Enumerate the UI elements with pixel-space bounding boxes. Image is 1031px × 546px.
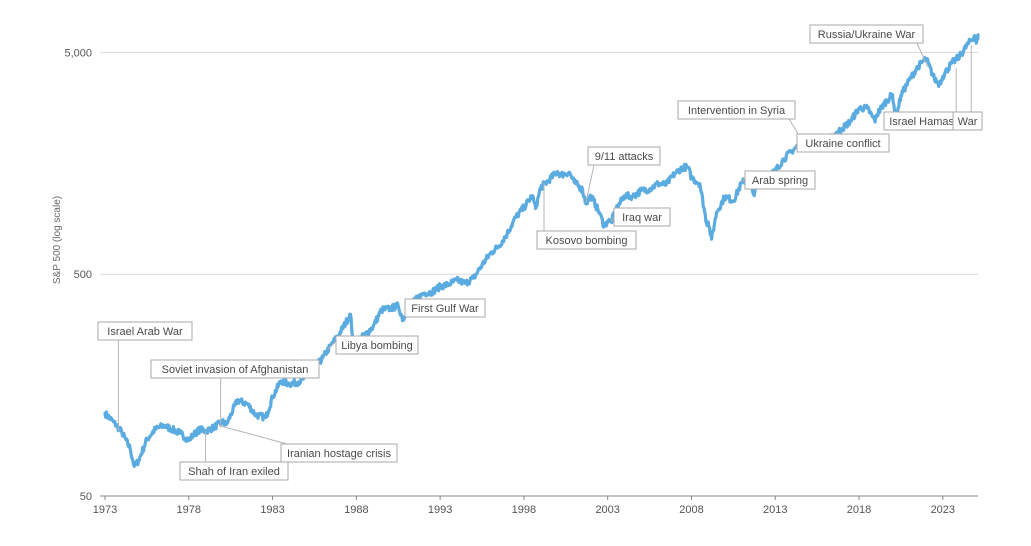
annotation-box	[280, 443, 398, 463]
x-tick-label: 2023	[931, 504, 955, 516]
annotation-box	[796, 133, 890, 153]
annotation-text: War	[958, 116, 978, 128]
annotation-label: Soviet invasion of Afghanistan	[150, 359, 320, 379]
annotation-box	[809, 24, 924, 44]
y-axis-label: S&P 500 (log scale)	[52, 196, 63, 284]
annotation-label: Ukraine conflict	[796, 133, 890, 153]
x-tick-label: 2018	[847, 504, 871, 516]
y-tick-label: 50	[80, 491, 92, 503]
annotation-label: First Gulf War	[404, 298, 486, 318]
x-tick-label: 1983	[260, 504, 284, 516]
annotation-label: Iraq war	[613, 207, 671, 227]
annotation-text: Arab spring	[752, 175, 808, 187]
annotation-box	[97, 321, 193, 341]
gridlines	[100, 51, 978, 275]
annotation-text: Ukraine conflict	[805, 138, 880, 150]
annotation-box	[744, 170, 816, 190]
annotation-box	[952, 111, 983, 131]
annotation-box	[150, 359, 320, 379]
annotation-label: Intervention in Syria	[677, 100, 796, 120]
annotation-text: Libya bombing	[341, 340, 413, 352]
annotation-box	[613, 207, 671, 227]
annotation-box	[404, 298, 486, 318]
annotation-box	[677, 100, 796, 120]
annotation-box	[536, 230, 637, 250]
annotation-label: Israel Arab War	[97, 321, 193, 341]
annotation-text: Israel Arab War	[107, 326, 183, 338]
annotation-text: Iranian hostage crisis	[287, 448, 391, 460]
annotation-label: Arab spring	[744, 170, 816, 190]
annotation-leader-line	[585, 164, 595, 203]
x-tick-label: 1973	[93, 504, 117, 516]
annotation-labels: Israel Arab War Soviet invasion of Afghan…	[97, 24, 983, 481]
x-tick-label: 1978	[177, 504, 201, 516]
annotation-text: Iraq war	[622, 212, 662, 224]
annotation-text: Intervention in Syria	[688, 105, 786, 117]
annotation-text: Russia/Ukraine War	[818, 29, 916, 41]
x-tick-label: 1993	[428, 504, 452, 516]
annotation-text: Kosovo bombing	[546, 235, 628, 247]
annotation-leader-line	[916, 42, 929, 68]
annotation-text: Soviet invasion of Afghanistan	[162, 364, 309, 376]
y-tick-label: 500	[74, 269, 92, 281]
x-tick-label: 2008	[679, 504, 703, 516]
annotation-label: Kosovo bombing	[536, 230, 637, 250]
x-tick-label: 2003	[595, 504, 619, 516]
annotation-label: War	[952, 111, 983, 131]
x-tick-label: 1988	[344, 504, 368, 516]
x-axis-ticks: 1973 1978 1983 1988 1993 1998 2003 2008 2013 2018…	[93, 496, 955, 516]
annotation-box	[587, 146, 661, 166]
annotation-label: Libya bombing	[335, 335, 419, 355]
x-tick-label: 1998	[512, 504, 536, 516]
annotation-label: Iranian hostage crisis	[280, 443, 398, 463]
annotation-label: 9/11 attacks	[587, 146, 661, 166]
annotation-label: Shah of Iran exiled	[179, 461, 289, 481]
annotation-box	[179, 461, 289, 481]
sp500-series-line	[103, 33, 980, 468]
annotation-text: 9/11 attacks	[595, 151, 654, 163]
annotation-leaders	[117, 42, 972, 462]
y-tick-label: 5,000	[64, 47, 92, 59]
x-tick-label: 2013	[763, 504, 787, 516]
annotation-label: Russia/Ukraine War	[809, 24, 924, 44]
y-axis-ticks: 50 500 5,000	[64, 47, 92, 503]
annotation-box	[335, 335, 419, 355]
series-layer	[103, 33, 980, 468]
annotation-text: First Gulf War	[411, 303, 479, 315]
annotation-leader-line	[218, 424, 288, 445]
annotation-text: Shah of Iran exiled	[188, 466, 280, 478]
